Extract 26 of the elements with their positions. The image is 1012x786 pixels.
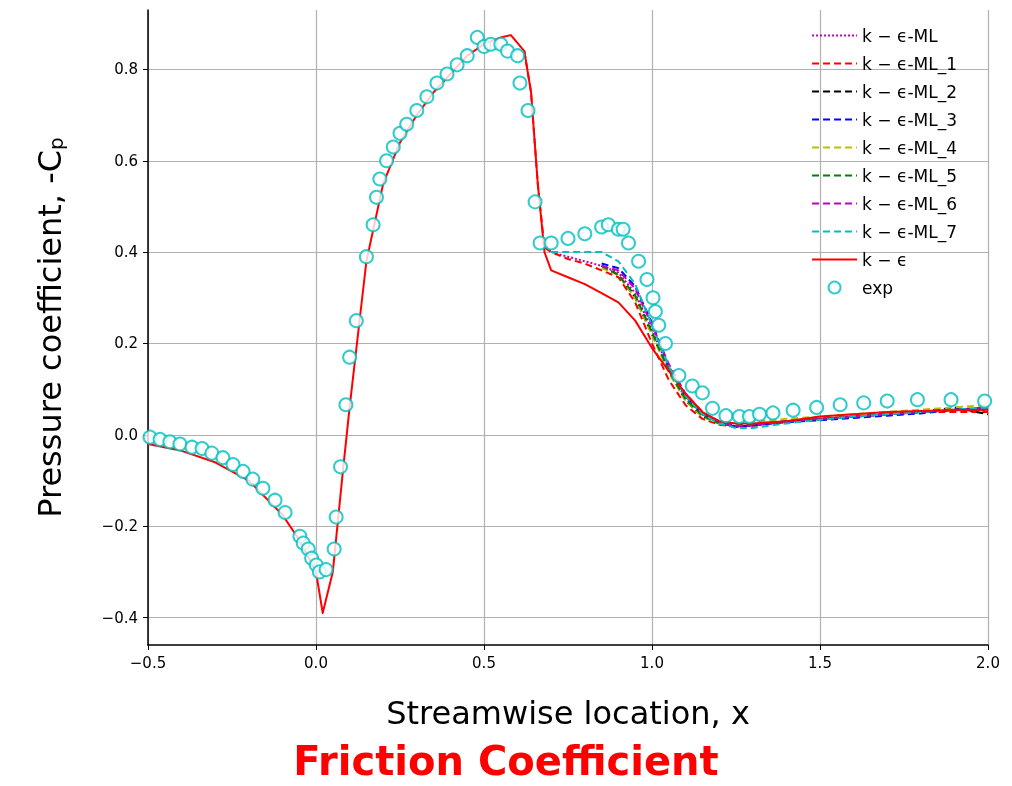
text: Friction Coefficient <box>293 738 719 784</box>
y-tick-label: −0.2 <box>101 517 138 536</box>
legend-label: k − ϵ-ML_2 <box>862 81 958 103</box>
y-tick-label: 0.8 <box>114 60 138 79</box>
x-tick-label: 0.0 <box>304 653 328 672</box>
x-tick-label: 0.5 <box>472 653 496 672</box>
x-tick-label: −0.5 <box>129 653 167 672</box>
legend-label: k − ϵ-ML_5 <box>862 165 958 187</box>
legend-label: k − ϵ-ML_1 <box>862 53 958 75</box>
y-axis-title: Pressure coefficient, -Cp <box>31 137 69 518</box>
y-tick-label: 0.4 <box>114 243 138 262</box>
legend-label: exp <box>862 277 894 298</box>
legend-label: k − ϵ-ML_7 <box>862 221 958 243</box>
y-tick-label: 0.0 <box>114 425 138 444</box>
x-tick-label: 2.0 <box>976 653 1000 672</box>
x-tick-label: 1.5 <box>808 653 832 672</box>
x-axis-title: Streamwise location, x <box>386 694 750 732</box>
legend-label: k − ϵ <box>862 249 908 270</box>
legend-label: k − ϵ-ML <box>862 25 939 46</box>
legend-label: k − ϵ-ML_3 <box>862 109 958 131</box>
y-tick-label: 0.6 <box>114 151 138 170</box>
y-tick-label: 0.2 <box>114 334 138 353</box>
legend-label: k − ϵ-ML_4 <box>862 137 958 159</box>
legend-label: k − ϵ-ML_6 <box>862 193 958 215</box>
y-tick-label: −0.4 <box>101 608 138 627</box>
x-tick-label: 1.0 <box>640 653 664 672</box>
